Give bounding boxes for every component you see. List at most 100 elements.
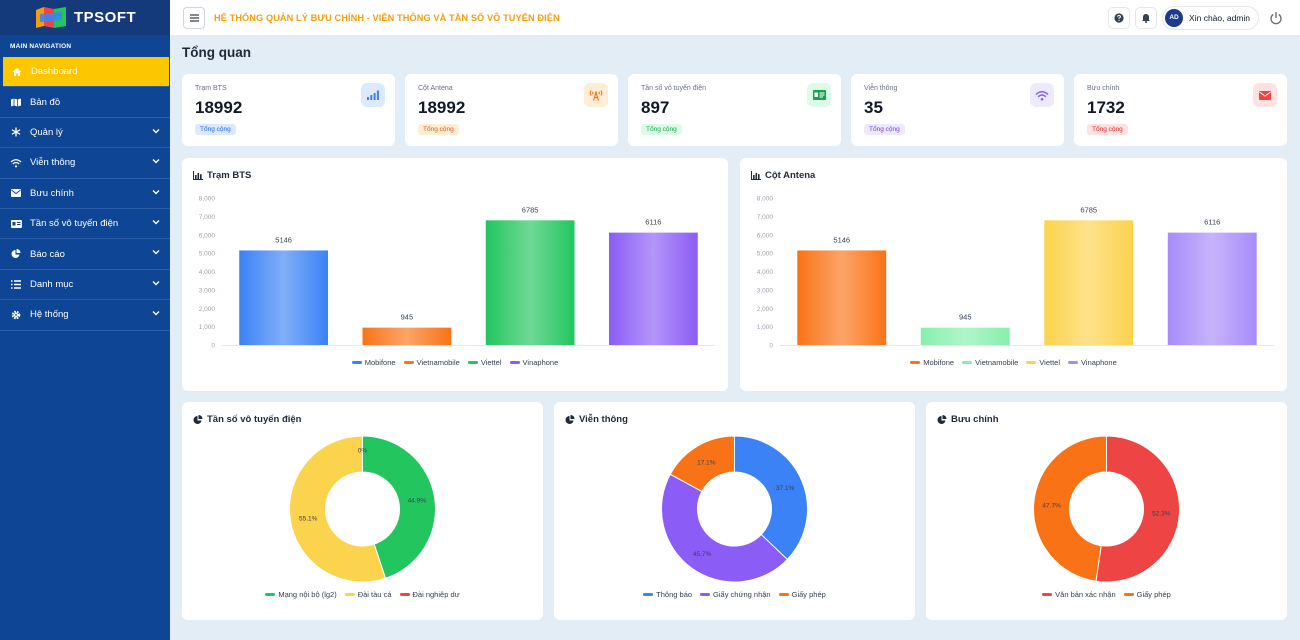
sidebar-item-vienthong[interactable]: Viễn thông [0,148,170,179]
legend-item[interactable]: Vinaphone [1068,358,1117,367]
legend-swatch [962,361,973,364]
sidebar-item-label: Hệ thống [30,309,69,321]
legend-label: Vietnamobile [975,358,1019,367]
bar-value-label: 6116 [1204,218,1220,227]
donut-slice[interactable] [669,435,735,493]
bar-vietnamobile[interactable] [920,327,1010,345]
bar-value-label: 6785 [522,205,539,214]
donut-slice[interactable] [1033,435,1107,582]
legend-item[interactable]: Mạng nội bộ (lg2) [265,590,337,599]
slice-label: 55.1% [299,515,318,522]
license-card-icon [807,83,831,107]
stat-card-tanso[interactable]: Tần số vô tuyến điện 897 Tổng cộng [628,74,841,146]
bar-value-label: 6785 [1080,205,1097,214]
donut-slice[interactable] [289,435,387,583]
stat-card-antena[interactable]: Cột Antena 18992 Tổng cộng [405,74,618,146]
slice-label: 47.7% [1042,503,1061,510]
chart-legend: Mạng nội bộ (lg2) Đài tàu cá Đài nghiệp dư [182,590,543,599]
user-menu[interactable]: AD Xin chào, admin [1162,5,1259,30]
chevron-down-icon [152,128,160,134]
y-tick-label: 3,000 [199,287,216,294]
chart-title: Tần số vô tuyến điện [193,414,302,425]
sidebar-item-baocao[interactable]: Báo cáo [0,239,170,270]
snowflake-icon [10,126,22,138]
bar-mobifone[interactable] [797,250,887,345]
stat-card-vienthong[interactable]: Viễn thông 35 Tổng cộng [851,74,1064,146]
bar-value-label: 6116 [645,218,661,227]
chevron-down-icon [152,189,160,195]
legend-item[interactable]: Văn bản xác nhận [1042,590,1116,599]
antenna-icon [584,83,608,107]
chart-card-vienthong: 37.1% 45.7% 17.1% Viễn thông Thông báo Giấy… [554,402,915,620]
home-icon [11,66,23,78]
legend-item[interactable]: Vinaphone [509,358,558,367]
slice-label: 52.3% [1152,510,1171,517]
stat-badge: Tổng cộng [641,124,682,135]
legend-item[interactable]: Vietnamobile [403,358,460,367]
sidebar-item-quanly[interactable]: Quản lý [0,117,170,149]
legend-item[interactable]: Mobifone [910,358,954,367]
donut-slice[interactable] [362,435,436,579]
legend-swatch [265,593,276,596]
slice-label: 17.1% [697,459,716,466]
bar-vinaphone[interactable] [609,232,698,345]
legend-item[interactable]: Viettel [467,358,502,367]
stat-badge: Tổng cộng [418,124,459,135]
y-tick-label: 2,000 [199,306,216,313]
y-tick-label: 5,000 [199,251,216,258]
brand[interactable]: TPSOFT [0,0,170,35]
bar-viettel[interactable] [485,220,575,345]
power-icon[interactable] [1269,11,1283,25]
bar-viettel[interactable] [1044,220,1134,345]
stat-badge: Tổng cộng [195,124,236,135]
sidebar-item-hethong[interactable]: Hệ thống [0,300,170,331]
y-tick-label: 8,000 [199,196,216,203]
slice-label: 37.1% [776,485,795,492]
legend-label: Mobifone [923,358,955,367]
y-tick-label: 6,000 [757,232,774,239]
sidebar-item-tanso[interactable]: Tần số vô tuyến điện [0,208,170,240]
donut-slice[interactable] [661,473,788,583]
legend-item[interactable]: Viettel [1026,358,1060,367]
legend-item[interactable]: Mobifone [351,358,396,367]
stat-card-buuchinh[interactable]: Bưu chính 1732 Tổng cộng [1074,74,1287,146]
bar-chart-antena: 0 1,000 2,000 3,000 4,000 5,000 6,000 7,000 8,00… [757,196,1274,350]
slice-label: 0% [358,448,368,455]
donut-chart-tanso: 44.9% 55.1% 0% [289,435,436,583]
legend-item[interactable]: Đài nghiệp dư [399,590,460,599]
sidebar-item-danhmuc[interactable]: Danh mục [0,269,170,301]
sidebar-item-map[interactable]: Bản đồ [0,87,170,118]
bar-chart-icon [751,171,761,180]
stat-card-bts[interactable]: Trạm BTS 18992 Tổng cộng [182,74,395,146]
bar-vietnamobile[interactable] [362,327,452,345]
stat-label: Trạm BTS [195,85,227,92]
top-header: HỆ THỐNG QUẢN LÝ BƯU CHÍNH - VIỄN THÔNG … [170,0,1300,35]
notifications-button[interactable] [1135,6,1158,29]
chart-card-buuchinh: 52.3% 47.7% Bưu chính Văn bản xác nhận Giấ… [926,402,1287,620]
map-icon [10,96,22,108]
help-button[interactable] [1108,6,1131,29]
bar-mobifone[interactable] [239,250,328,345]
legend-item[interactable]: Đài tàu cá [344,590,392,599]
chevron-down-icon [152,280,160,286]
legend-item[interactable]: Giấy chứng nhận [700,590,771,599]
legend-item[interactable]: Giấy phép [1123,590,1171,599]
legend-swatch [344,593,355,596]
donut-slice[interactable] [1095,435,1180,583]
donut-slice[interactable] [734,435,808,561]
legend-label: Mạng nội bộ (lg2) [278,590,337,599]
avatar: AD [1165,8,1184,27]
legend-item[interactable]: Vietnamobile [962,358,1018,367]
bar-vinaphone[interactable] [1167,232,1257,345]
bar-chart-bts: 0 1,000 2,000 3,000 4,000 5,000 6,000 7,000 8,00… [199,196,715,350]
legend-item[interactable]: Thông báo [643,590,692,599]
pie-chart-icon [565,414,575,424]
stat-value: 35 [864,98,883,117]
menu-toggle-button[interactable] [183,6,205,29]
legend-swatch [1123,593,1134,596]
legend-swatch [403,361,414,364]
sidebar-item-buuchinh[interactable]: Bưu chính [0,178,170,209]
legend-item[interactable]: Giấy phép [778,590,826,599]
y-tick-label: 8,000 [757,196,774,203]
sidebar-item-dashboard[interactable]: Dashboard [3,57,169,88]
